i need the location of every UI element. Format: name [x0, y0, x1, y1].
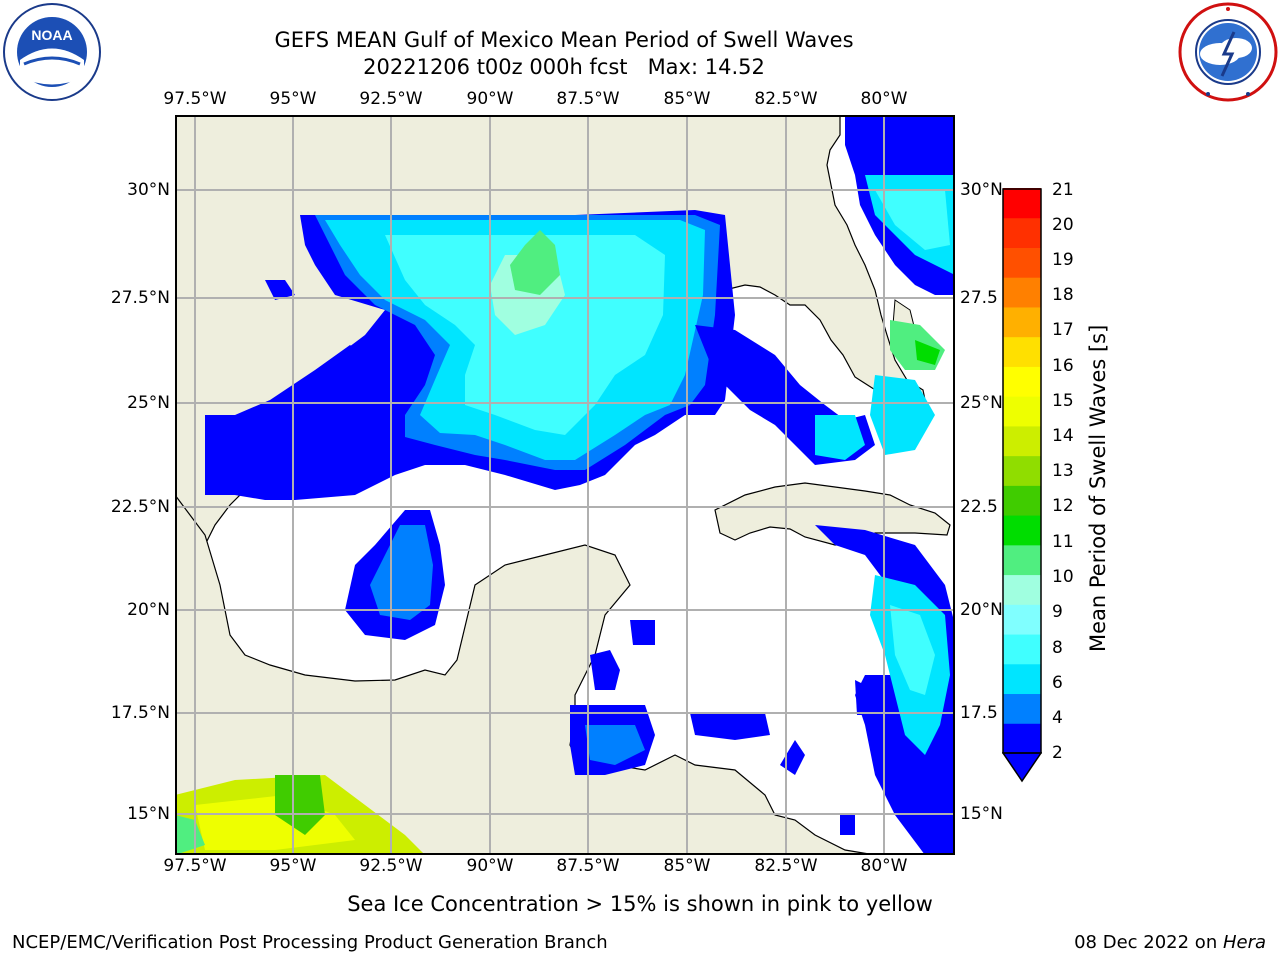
- lat-tick-label: 22.5°N: [110, 497, 170, 517]
- colorbar-tick-label: 8: [1052, 638, 1063, 658]
- colorbar-segment: [1003, 455, 1041, 486]
- footer-date-text: 08 Dec 2022 on: [1074, 932, 1223, 953]
- colorbar-segment: [1003, 247, 1041, 278]
- colorbar-segment: [1003, 306, 1041, 338]
- lon-tick-label: 85°W: [663, 89, 711, 109]
- colorbar-tick-label: 17: [1052, 320, 1074, 340]
- footer-machine: Hera: [1222, 932, 1266, 953]
- lon-tick-label: 97.5°W: [163, 856, 227, 876]
- colorbar-tick-label: 21: [1052, 180, 1074, 200]
- map-title: GEFS MEAN Gulf of Mexico Mean Period of …: [274, 28, 854, 52]
- svg-text:NOAA: NOAA: [31, 27, 72, 43]
- lon-tick-label: 90°W: [466, 89, 514, 109]
- colorbar-segment: [1003, 188, 1041, 219]
- colorbar-tick-label: 16: [1052, 356, 1074, 376]
- colorbar-segment: [1003, 634, 1041, 665]
- colorbar-tick-label: 2: [1052, 743, 1063, 763]
- colorbar-segment: [1003, 277, 1041, 308]
- lat-tick-label: 17.5: [960, 703, 998, 723]
- lon-tick-label: 82.5°W: [754, 89, 818, 109]
- colorbar-tick-label: 9: [1052, 602, 1063, 622]
- colorbar-segment: [1003, 366, 1041, 397]
- lat-tick-label: 27.5°N: [110, 288, 170, 308]
- map-frame: [175, 115, 955, 855]
- lon-tick-label: 85°W: [663, 856, 711, 876]
- colorbar-segment: [1003, 663, 1041, 695]
- colorbar-tick-label: 20: [1052, 215, 1074, 235]
- footer-credit: NCEP/EMC/Verification Post Processing Pr…: [12, 932, 608, 953]
- colorbar-segment: [1003, 485, 1041, 516]
- colorbar-segment: [1003, 693, 1041, 724]
- colorbar-extend-triangle: [1001, 752, 1043, 783]
- lon-tick-label: 92.5°W: [359, 856, 423, 876]
- colorbar-tick-label: 12: [1052, 496, 1074, 516]
- lat-tick-label: 20°N: [127, 600, 170, 620]
- lat-tick-label: 30°N: [127, 180, 170, 200]
- lon-tick-label: 87.5°W: [556, 856, 620, 876]
- land-yucatan: [175, 494, 876, 855]
- sea-ice-note: Sea Ice Concentration > 15% is shown in …: [347, 892, 933, 916]
- lat-tick-label: 15°N: [960, 804, 1003, 824]
- lon-tick-label: 80°W: [860, 89, 908, 109]
- colorbar-segment: [1003, 336, 1041, 367]
- lat-tick-label: 25°N: [127, 393, 170, 413]
- land-cuba: [714, 482, 951, 546]
- lon-tick-label: 95°W: [269, 856, 317, 876]
- lat-tick-label: 22.5: [960, 497, 998, 517]
- lat-tick-label: 30°N: [960, 180, 1003, 200]
- map-canvas: [175, 115, 955, 855]
- colorbar-tick-label: 18: [1052, 285, 1074, 305]
- map-subtitle: 20221206 t00z 000h fcst Max: 14.52: [363, 55, 765, 79]
- colorbar-tick-label: 4: [1052, 708, 1063, 728]
- lat-tick-label: 17.5°N: [110, 703, 170, 723]
- lon-tick-label: 92.5°W: [359, 89, 423, 109]
- swell-period-field: [175, 115, 955, 855]
- colorbar-tick-label: 15: [1052, 391, 1074, 411]
- graticule: [175, 115, 955, 855]
- colorbar-tick-label: 19: [1052, 250, 1074, 270]
- lat-tick-label: 27.5: [960, 288, 998, 308]
- lon-tick-label: 87.5°W: [556, 89, 620, 109]
- colorbar-segment: [1003, 723, 1041, 754]
- colorbar-svg: [1001, 188, 1043, 783]
- colorbar-title: Mean Period of Swell Waves [s]: [1086, 324, 1110, 652]
- colorbar-tick-label: 13: [1052, 461, 1074, 481]
- lon-tick-label: 82.5°W: [754, 856, 818, 876]
- colorbar-frame: [1002, 188, 1042, 754]
- colorbar-segment: [1003, 544, 1041, 576]
- colorbar-segment: [1003, 574, 1041, 605]
- nws-logo: [1178, 2, 1278, 102]
- lon-tick-label: 95°W: [269, 89, 317, 109]
- lon-tick-label: 90°W: [466, 856, 514, 876]
- footer-date: 08 Dec 2022 on Hera: [1074, 932, 1266, 954]
- lat-tick-label: 25°N: [960, 393, 1003, 413]
- colorbar-tick-label: 11: [1052, 532, 1074, 552]
- lon-tick-label: 80°W: [860, 856, 908, 876]
- colorbar-segment: [1003, 217, 1041, 248]
- colorbar-segment: [1003, 396, 1041, 427]
- lat-tick-label: 20°N: [960, 600, 1003, 620]
- colorbar-segment: [1003, 515, 1041, 546]
- colorbar-segment: [1003, 425, 1041, 457]
- colorbar-tick-label: 10: [1052, 567, 1074, 587]
- colorbar-tick-label: 6: [1052, 673, 1063, 693]
- colorbar: [1001, 188, 1043, 783]
- noaa-logo: NOAA: [2, 2, 102, 102]
- map-panel: [175, 115, 955, 855]
- colorbar-segment: [1003, 604, 1041, 635]
- lat-tick-label: 15°N: [127, 804, 170, 824]
- lon-tick-label: 97.5°W: [163, 89, 227, 109]
- colorbar-tick-label: 14: [1052, 426, 1074, 446]
